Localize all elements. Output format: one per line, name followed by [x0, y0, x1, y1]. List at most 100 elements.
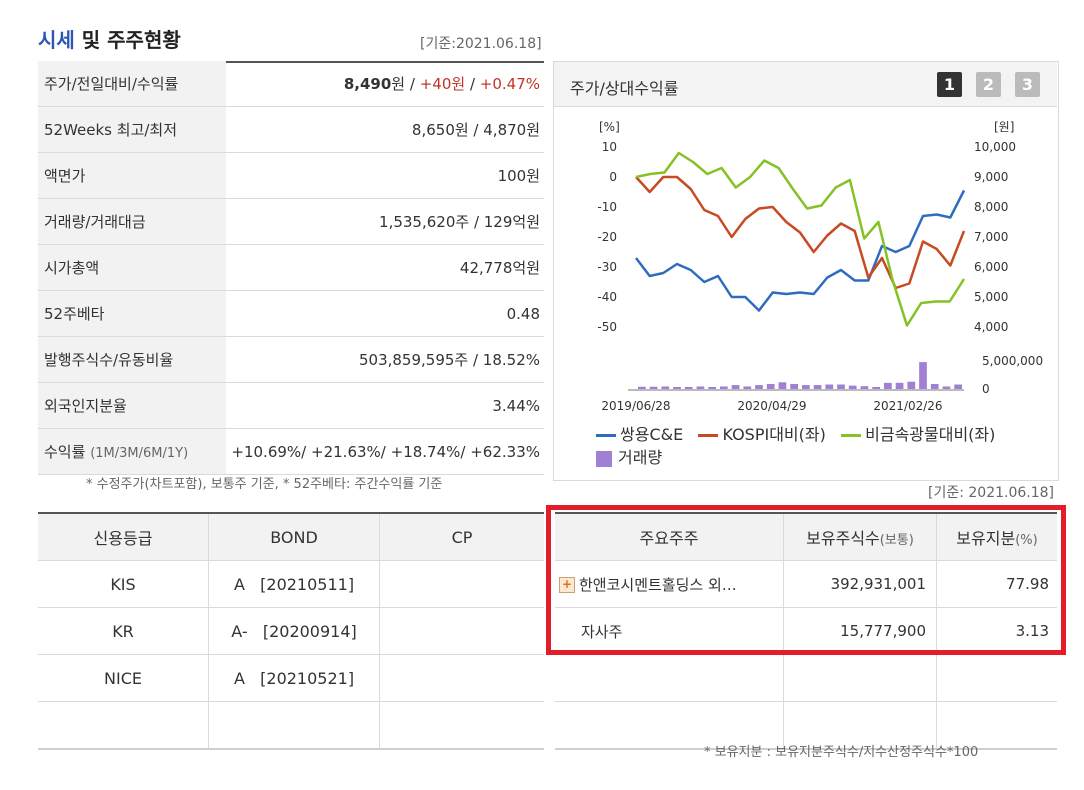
chart-panel [553, 61, 1059, 481]
table-row [555, 654, 1057, 702]
row-value: 3.44% [226, 382, 544, 429]
bond-cell [208, 701, 380, 750]
cp-cell [379, 701, 544, 750]
header-cp: CP [379, 513, 544, 561]
volume-bar [778, 382, 787, 389]
row-value: 42,778억원 [226, 244, 544, 291]
row-label: 52Weeks 최고/최저 [38, 106, 226, 153]
left-axis-ticks: 10 0 -10 -20 -30 -40 -50 [597, 140, 617, 334]
volume-bar [954, 384, 962, 389]
bond-cell: A [20210511] [208, 560, 380, 608]
table-row: 52주베타 0.48 [38, 290, 544, 337]
left-tick-label: -40 [597, 290, 617, 304]
holder-name-cell: 자사주 [555, 607, 784, 655]
returns-value: +10.69%/ +21.63%/ +18.74%/ +62.33% [226, 428, 544, 475]
stake-cell: 77.98 [936, 560, 1057, 608]
row-value: 8,490원 / +40원 / +0.47% [226, 61, 544, 107]
volume-axis-ticks: 5,000,000 0 [982, 354, 1043, 396]
header-credit-rating: 신용등급 [38, 513, 209, 561]
price-chart: [%] [원] 10 0 -10 -20 -30 -40 -50 10,000 9,000 8,… [597, 120, 1043, 413]
header-holder: 주요주주 [555, 513, 784, 561]
x-tick-label: 2021/02/26 [873, 399, 942, 413]
cp-cell [379, 560, 544, 608]
table-row: 자사주 15,777,900 3.13 [555, 607, 1057, 655]
left-tick-label: 10 [602, 140, 617, 154]
current-price: 8,490 [343, 75, 392, 93]
volume-bar [919, 362, 927, 389]
quote-table: 주가/전일대비/수익률 8,490원 / +40원 / +0.47% 52Wee… [38, 61, 544, 475]
volume-bar [720, 386, 728, 389]
right-tick-label: 9,000 [974, 170, 1008, 184]
right-tick-label: 4,000 [974, 320, 1008, 334]
holder-name-link[interactable]: 한앤코시멘트홀딩스 외… [579, 575, 737, 594]
shares-cell: 15,777,900 [783, 607, 937, 655]
table-row: 외국인지분율 3.44% [38, 382, 544, 429]
row-value: 0.48 [226, 290, 544, 337]
bond-cell: A- [20200914] [208, 607, 380, 655]
right-axis-unit: [원] [994, 120, 1014, 134]
legend-item-volume: 거래량 [596, 444, 662, 468]
legend-item-nonmetal: 비금속광물대비(좌) [841, 425, 995, 444]
table-row: NICE A [20210521] [38, 654, 544, 702]
bond-cell: A [20210521] [208, 654, 380, 702]
left-tick-label: -30 [597, 260, 617, 274]
volume-bar [766, 383, 775, 389]
volume-bar [755, 385, 763, 389]
agency-cell: KIS [38, 560, 209, 608]
table-row: KIS A [20210511] [38, 560, 544, 608]
agency-cell: NICE [38, 654, 209, 702]
chart-period-button-3[interactable]: 3 [1015, 72, 1040, 97]
x-tick-label: 2019/06/28 [601, 399, 670, 413]
volume-bar [884, 382, 892, 389]
volume-bar [825, 384, 834, 389]
volume-bar [907, 381, 916, 389]
table-row: KR A- [20200914] [38, 607, 544, 655]
volume-bars [628, 362, 964, 391]
volume-bar [696, 386, 705, 389]
legend-swatch [596, 434, 616, 437]
volume-bar [743, 386, 752, 389]
chart-series-lines [635, 151, 966, 327]
basis-date-holders: [기준: 2021.06.18] [928, 485, 1055, 501]
row-label: 52주베타 [38, 290, 226, 337]
volume-tick-label: 0 [982, 382, 990, 396]
chart-period-button-2[interactable]: 2 [976, 72, 1001, 97]
chart-panel-label: 주가/상대수익률 [570, 79, 679, 98]
agency-cell [38, 701, 209, 750]
table-row: + 한앤코시멘트홀딩스 외… 392,931,001 77.98 [555, 560, 1057, 608]
row-value: 503,859,595주 / 18.52% [226, 336, 544, 383]
basis-date: [기준:2021.06.18] [420, 36, 542, 52]
volume-bar [649, 386, 658, 389]
legend-item-kospi: KOSPI대비(좌) [698, 425, 826, 444]
chart-period-button-1[interactable]: 1 [937, 72, 962, 97]
x-axis-ticks: 2019/06/28 2020/04/29 2021/02/26 [601, 399, 942, 413]
volume-bar [731, 385, 740, 389]
holder-name-cell [555, 701, 784, 750]
table-row: 액면가 100원 [38, 152, 544, 199]
legend-swatch [841, 434, 862, 437]
volume-bar [661, 386, 670, 389]
volume-bar [673, 387, 681, 389]
row-label: 수익률 (1M/3M/6M/1Y) [38, 428, 226, 475]
expand-icon[interactable]: + [559, 577, 575, 593]
volume-bar [802, 385, 810, 389]
left-tick-label: -50 [597, 320, 617, 334]
row-label: 거래량/거래대금 [38, 198, 226, 245]
series-line [635, 189, 966, 312]
agency-cell: KR [38, 607, 209, 655]
right-tick-label: 8,000 [974, 200, 1008, 214]
right-axis-ticks: 10,000 9,000 8,000 7,000 6,000 5,000 4,000 [974, 140, 1016, 334]
table-row: 주가/전일대비/수익률 8,490원 / +40원 / +0.47% [38, 61, 544, 107]
table-header-row: 신용등급 BOND CP [38, 513, 544, 561]
volume-bar [790, 383, 798, 389]
x-tick-label: 2020/04/29 [737, 399, 806, 413]
table-row: 거래량/거래대금 1,535,620주 / 129억원 [38, 198, 544, 245]
right-tick-label: 6,000 [974, 260, 1008, 274]
left-tick-label: 0 [609, 170, 617, 184]
cp-cell [379, 607, 544, 655]
volume-tick-label: 5,000,000 [982, 354, 1043, 368]
chart-legend: 쌍용C&E KOSPI대비(좌) 비금속광물대비(좌) [596, 421, 995, 445]
holders-note: * 보유지분 : 보유지분주식수/지수산정주식수*100 [704, 745, 979, 760]
shares-cell [783, 654, 937, 702]
table-row: 발행주식수/유동비율 503,859,595주 / 18.52% [38, 336, 544, 383]
